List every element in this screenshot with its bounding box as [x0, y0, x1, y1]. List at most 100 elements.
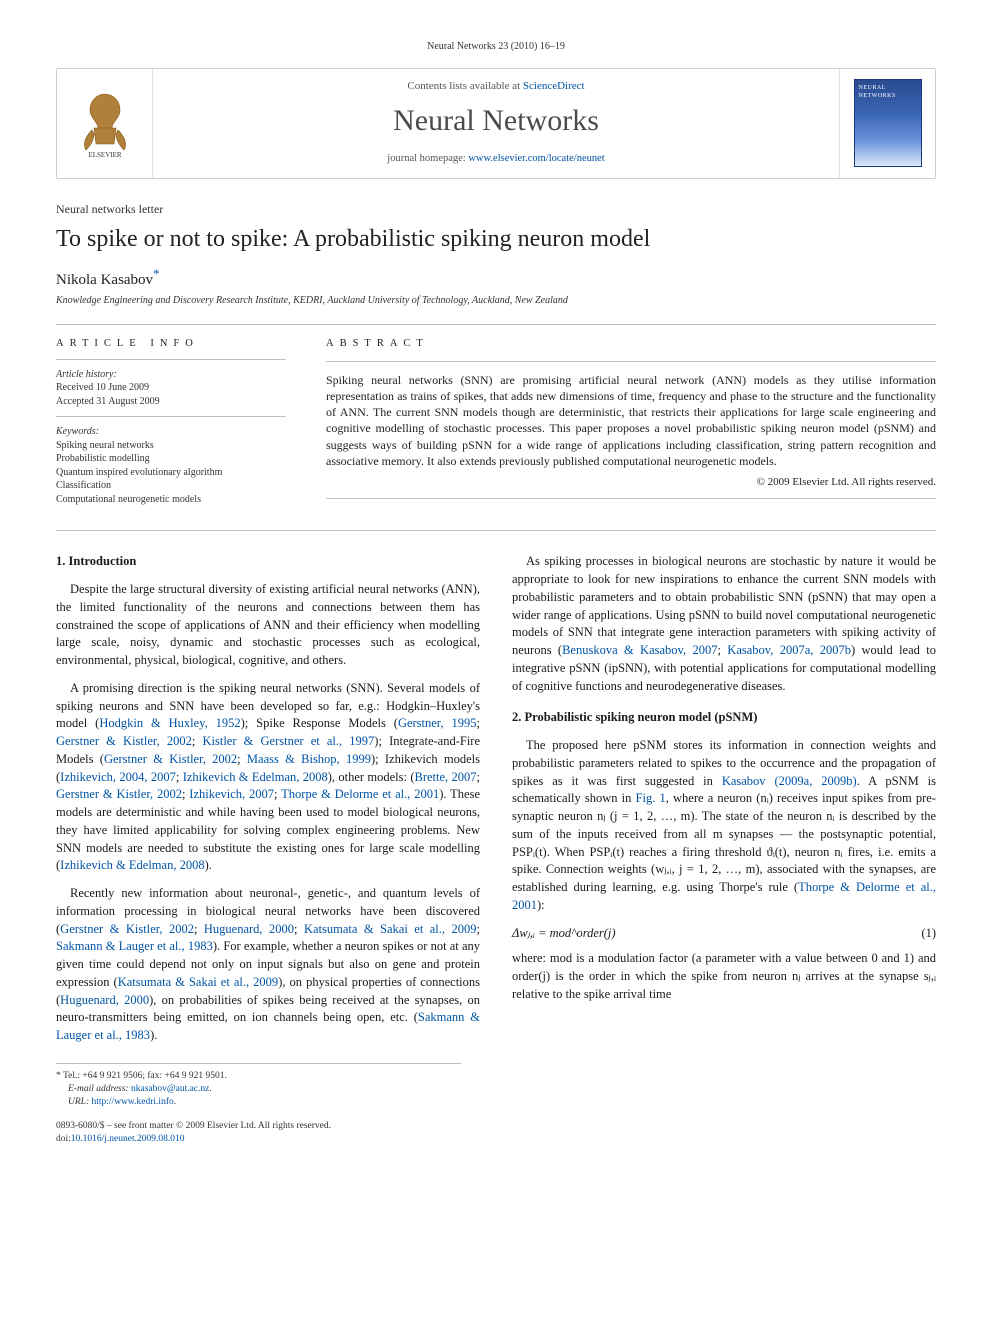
received-date: Received 10 June 2009 — [56, 381, 286, 395]
citation-link[interactable]: Gerstner & Kistler, 2002 — [56, 787, 182, 801]
front-matter-line: 0893-6080/$ – see front matter © 2009 El… — [56, 1120, 936, 1133]
section-title: 1. Introduction — [56, 553, 480, 571]
text: ; — [477, 716, 480, 730]
article-info: ARTICLE INFO Article history: Received 1… — [56, 337, 286, 507]
header-middle: Contents lists available at ScienceDirec… — [153, 69, 839, 179]
running-head: Neural Networks 23 (2010) 16–19 — [56, 40, 936, 54]
keyword: Spiking neural networks — [56, 439, 286, 453]
citation-link[interactable]: Thorpe & Delorme et al., 2001 — [281, 787, 439, 801]
text: ; — [192, 734, 203, 748]
citation-link[interactable]: Huguenard, 2000 — [204, 922, 294, 936]
url-label: URL: — [68, 1097, 92, 1107]
para: As spiking processes in biological neuro… — [512, 553, 936, 695]
text: As spiking processes in biological neuro… — [512, 554, 936, 657]
para: The proposed here pSNM stores its inform… — [512, 737, 936, 915]
text: ). — [150, 1028, 157, 1042]
elsevier-logo: ELSEVIER — [57, 69, 153, 179]
text: ; — [237, 752, 247, 766]
text: ), on physical properties — [278, 975, 402, 989]
para: Despite the large structural diversity o… — [56, 581, 480, 670]
page-footer: 0893-6080/$ – see front matter © 2009 El… — [56, 1120, 936, 1146]
homepage-link[interactable]: www.elsevier.com/locate/neunet — [468, 153, 604, 164]
keyword: Classification — [56, 479, 286, 493]
citation-link[interactable]: Sakmann & Lauger et al., 1983 — [56, 939, 213, 953]
citation-link[interactable]: Kasabov, 2007a, 2007b — [727, 643, 851, 657]
abstract: ABSTRACT Spiking neural networks (SNN) a… — [326, 337, 936, 507]
citation-link[interactable]: Izhikevich & Edelman, 2008 — [60, 858, 204, 872]
corresp-marker[interactable]: * — [153, 267, 159, 281]
history-label: Article history: — [56, 368, 286, 382]
text: , where a neuron (nᵢ) receives input spi… — [512, 791, 936, 894]
info-abstract-row: ARTICLE INFO Article history: Received 1… — [56, 337, 936, 507]
affiliation: Knowledge Engineering and Discovery Rese… — [56, 294, 936, 308]
keyword: Probabilistic modelling — [56, 452, 286, 466]
citation-link[interactable]: Gerstner & Kistler, 2002 — [104, 752, 237, 766]
text: ), other models: ( — [328, 770, 415, 784]
page: Neural Networks 23 (2010) 16–19 ELSEVIER… — [0, 0, 992, 1194]
divider — [56, 324, 936, 325]
text: ; — [477, 922, 480, 936]
text: ; — [194, 922, 204, 936]
cover-thumbnail-cell: NEURAL NETWORKS — [839, 69, 935, 179]
text: . — [174, 1097, 176, 1107]
text: ); Spike Response Models ( — [241, 716, 398, 730]
citation-link[interactable]: Izhikevich, 2007 — [189, 787, 274, 801]
text: ): — [537, 898, 545, 912]
accepted-date: Accepted 31 August 2009 — [56, 395, 286, 409]
journal-title: Neural Networks — [161, 101, 831, 142]
para: Recently new information about neuronal-… — [56, 885, 480, 1045]
text: ; — [717, 643, 727, 657]
abstract-copyright: © 2009 Elsevier Ltd. All rights reserved… — [326, 475, 936, 490]
equation-number: (1) — [921, 925, 936, 943]
elsevier-label: ELSEVIER — [88, 151, 121, 158]
keywords-label: Keywords: — [56, 425, 286, 439]
section-title: 2. Probabilistic spiking neuron model (p… — [512, 709, 936, 727]
citation-link[interactable]: Brette, 2007 — [415, 770, 477, 784]
sciencedirect-link[interactable]: ScienceDirect — [523, 80, 585, 92]
text: ; — [176, 770, 183, 784]
author-name: Nikola Kasabov — [56, 272, 153, 288]
email-link[interactable]: nkasabov@aut.ac.nz — [131, 1084, 209, 1094]
body-columns: 1. Introduction Despite the large struct… — [56, 553, 936, 1045]
text: . — [209, 1084, 211, 1094]
cover-caption: NEURAL NETWORKS — [859, 84, 921, 100]
para: where: mod is a modulation factor (a par… — [512, 950, 936, 1003]
para: A promising direction is the spiking neu… — [56, 680, 480, 875]
star: * — [56, 1071, 63, 1081]
contents-prefix: Contents lists available at — [407, 80, 522, 92]
doi-link[interactable]: 10.1016/j.neunet.2009.08.010 — [71, 1134, 185, 1144]
citation-link[interactable]: Hodgkin & Huxley, 1952 — [99, 716, 240, 730]
citation-link[interactable]: Gerstner & Kistler, 2002 — [60, 922, 194, 936]
text: ). — [205, 858, 212, 872]
citation-link[interactable]: Benuskova & Kasabov, 2007 — [562, 643, 717, 657]
keyword: Quantum inspired evolutionary algorithm — [56, 466, 286, 480]
abstract-heading: ABSTRACT — [326, 337, 936, 351]
citation-link[interactable]: Maass & Bishop, 1999 — [247, 752, 371, 766]
journal-header: ELSEVIER Contents lists available at Sci… — [56, 68, 936, 180]
article-title: To spike or not to spike: A probabilisti… — [56, 225, 936, 254]
article-info-heading: ARTICLE INFO — [56, 337, 286, 351]
doi-label: doi: — [56, 1134, 71, 1144]
citation-link[interactable]: Katsumata & Sakai et al., 2009 — [118, 975, 279, 989]
citation-link[interactable]: Izhikevich & Edelman, 2008 — [183, 770, 328, 784]
equation: Δwⱼ,ᵢ = mod^order(j) (1) — [512, 925, 936, 943]
citation-link[interactable]: Katsumata & Sakai et al., 2009 — [304, 922, 477, 936]
citation-link[interactable]: Izhikevich, 2004, 2007 — [60, 770, 176, 784]
corresp-footnote: * Tel.: +64 9 921 9506; fax: +64 9 921 9… — [56, 1070, 461, 1083]
citation-link[interactable]: Kasabov (2009a, 2009b) — [722, 774, 857, 788]
citation-link[interactable]: Kistler & Gerstner et al., 1997 — [202, 734, 374, 748]
divider — [56, 530, 936, 531]
citation-link[interactable]: Gerstner & Kistler, 2002 — [56, 734, 192, 748]
tel-fax: Tel.: +64 9 921 9506; fax: +64 9 921 950… — [63, 1071, 227, 1081]
url-link[interactable]: http://www.kedri.info — [92, 1097, 174, 1107]
text: ; — [477, 770, 480, 784]
citation-link[interactable]: Gerstner, 1995 — [398, 716, 477, 730]
homepage-line: journal homepage: www.elsevier.com/locat… — [161, 152, 831, 166]
cover-thumbnail: NEURAL NETWORKS — [854, 79, 922, 167]
keyword: Computational neurogenetic models — [56, 493, 286, 507]
footnotes: * Tel.: +64 9 921 9506; fax: +64 9 921 9… — [56, 1063, 461, 1108]
citation-link[interactable]: Huguenard, 2000 — [60, 993, 149, 1007]
author: Nikola Kasabov* — [56, 266, 936, 290]
figure-link[interactable]: Fig. 1 — [636, 791, 666, 805]
email-label: E-mail address: — [68, 1084, 131, 1094]
